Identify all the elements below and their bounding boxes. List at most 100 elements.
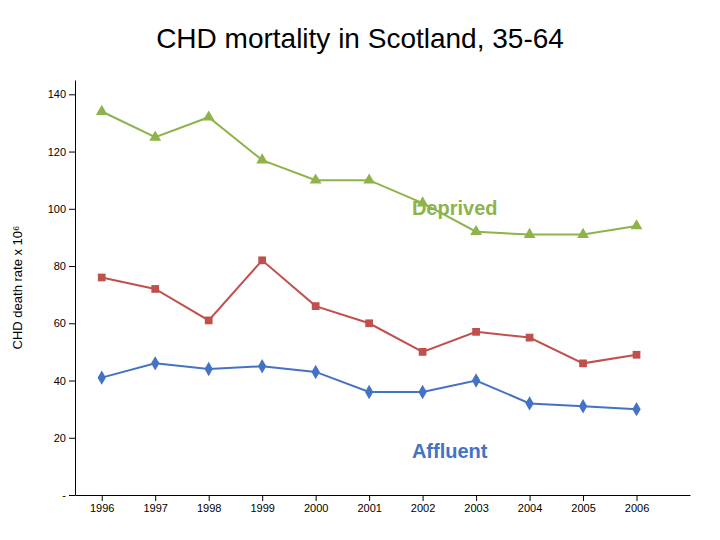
point: [205, 317, 213, 325]
point: [151, 356, 159, 370]
point: [470, 225, 482, 235]
point: [418, 385, 426, 399]
x-tick-mark: [102, 495, 103, 501]
point: [632, 402, 640, 416]
point: [419, 348, 427, 356]
series: [98, 256, 641, 367]
x-tick-mark: [316, 495, 317, 501]
x-axis: 1996 1997 1998 1999 2000 2001 2002 2003 2004 2005…: [76, 495, 691, 514]
point: [98, 274, 106, 282]
x-tick-label: 2000: [304, 502, 328, 514]
y-tick-mark: [69, 495, 75, 496]
x-tick-mark: [155, 495, 156, 501]
x-tick: 2005: [571, 495, 595, 514]
y-tick-mark: [69, 94, 75, 95]
y-axis-title: CHD death rate x 10⁶: [10, 226, 25, 350]
y-tick-label: 20: [54, 432, 66, 444]
point: [310, 173, 322, 183]
y-tick-mark: [69, 209, 75, 210]
line: [102, 260, 637, 363]
x-tick-label: 1998: [197, 502, 221, 514]
x-tick: 2003: [464, 495, 488, 514]
x-tick-label: 2003: [464, 502, 488, 514]
plot: 1996 1997 1998 1999 2000 2001 2002 2003 2004 2005…: [48, 81, 691, 514]
point: [633, 351, 641, 359]
point: [524, 228, 536, 238]
x-tick: 1998: [197, 495, 221, 514]
annotation: Deprived: [412, 197, 498, 219]
y-tick-mark: [69, 381, 75, 382]
y-tick: 120: [48, 146, 75, 158]
x-tick-label: 2001: [357, 502, 381, 514]
point: [365, 385, 373, 399]
x-tick-mark: [262, 495, 263, 501]
point: [311, 365, 319, 379]
x-tick-mark: [637, 495, 638, 501]
y-tick-label: -: [62, 489, 66, 501]
annotations: Deprived Affluent: [412, 197, 498, 462]
point: [96, 105, 108, 115]
y-tick-mark: [69, 438, 75, 439]
point: [472, 328, 480, 336]
x-tick-mark: [423, 495, 424, 501]
y-tick-mark: [69, 266, 75, 267]
point: [149, 130, 161, 140]
point: [579, 359, 587, 367]
y-tick: 40: [54, 375, 75, 387]
x-tick-mark: [530, 495, 531, 501]
point: [577, 228, 589, 238]
y-tick-label: 80: [54, 260, 66, 272]
annotation: Affluent: [412, 440, 488, 462]
y-tick-label: 60: [54, 317, 66, 329]
x-tick: 1999: [250, 495, 274, 514]
x-tick-label: 1999: [250, 502, 274, 514]
chart: 1996 1997 1998 1999 2000 2001 2002 2003 2004 2005…: [0, 0, 720, 540]
point: [258, 359, 266, 373]
x-tick-label: 2006: [625, 502, 649, 514]
y-tick: 60: [54, 317, 75, 329]
point: [526, 334, 534, 342]
y-tick-label: 140: [48, 88, 66, 100]
y-axis: - 20 40 60 80 100 120 140: [48, 81, 76, 502]
y-tick-mark: [69, 152, 75, 153]
y-axis-line: [75, 81, 76, 496]
point: [98, 370, 106, 384]
point: [258, 256, 266, 264]
x-tick-mark: [369, 495, 370, 501]
point: [312, 302, 320, 310]
x-tick-mark: [476, 495, 477, 501]
x-tick-label: 1997: [143, 502, 167, 514]
x-tick-mark: [209, 495, 210, 501]
point: [151, 285, 159, 293]
title: CHD mortality in Scotland, 35-64: [156, 23, 564, 54]
marks: [96, 105, 643, 417]
point: [205, 362, 213, 376]
x-tick: 2006: [625, 495, 649, 514]
point: [203, 110, 215, 120]
x-tick-label: 2002: [411, 502, 435, 514]
x-tick-label: 2004: [518, 502, 542, 514]
y-tick: 100: [48, 203, 75, 215]
x-tick: 2000: [304, 495, 328, 514]
point: [365, 319, 373, 327]
point: [631, 219, 643, 229]
line: [102, 363, 637, 409]
x-tick: 2002: [411, 495, 435, 514]
x-tick: 1997: [143, 495, 167, 514]
x-tick-mark: [583, 495, 584, 501]
x-tick-label: 1996: [90, 502, 114, 514]
point: [579, 399, 587, 413]
y-tick: 140: [48, 88, 75, 100]
y-tick-label: 120: [48, 146, 66, 158]
point: [525, 396, 533, 410]
y-tick: 80: [54, 260, 75, 272]
y-tick-label: 40: [54, 375, 66, 387]
x-tick: 2004: [518, 495, 542, 514]
point: [256, 153, 268, 163]
point: [363, 173, 375, 183]
y-tick: -: [62, 489, 75, 501]
y-tick: 20: [54, 432, 75, 444]
y-tick-mark: [69, 323, 75, 324]
x-tick: 2001: [357, 495, 381, 514]
series: [98, 356, 641, 416]
